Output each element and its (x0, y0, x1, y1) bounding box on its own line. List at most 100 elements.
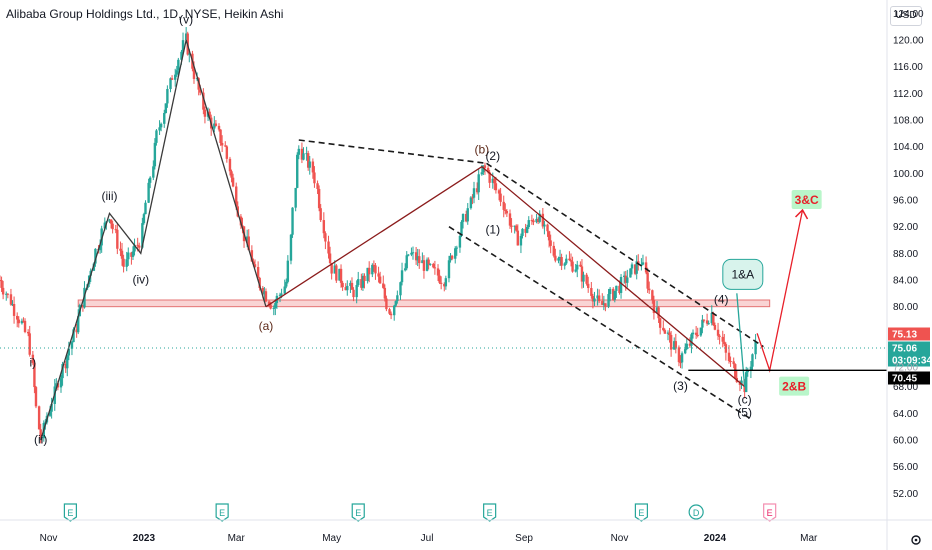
y-tick-label: 56.00 (893, 462, 918, 473)
candle-body (283, 286, 286, 294)
candle-body (202, 92, 205, 110)
candle-body (508, 213, 512, 226)
price-tag-bg (888, 327, 930, 341)
candle-body (505, 211, 509, 214)
candle-body (536, 218, 540, 222)
candle-body (469, 197, 473, 209)
candle-body (466, 208, 469, 222)
candle-body (702, 319, 706, 321)
price-tag: 75.06 (892, 344, 917, 355)
candle-body (28, 333, 31, 355)
callout-text: 1&A (731, 267, 754, 281)
candle-body (683, 349, 687, 354)
candle-body (34, 387, 38, 407)
red-projection (756, 209, 804, 373)
y-tick-label: 60.00 (893, 436, 918, 447)
candle-body (421, 260, 424, 264)
candle-body (120, 250, 124, 259)
y-tick-label: 112.00 (893, 89, 923, 100)
candle-body (296, 154, 299, 188)
candle-body (269, 304, 272, 309)
candle-body (658, 318, 662, 328)
candle-body (163, 112, 166, 124)
x-tick-label: Mar (228, 533, 246, 544)
price-tag: 70.45 (892, 374, 917, 385)
candle-body (585, 274, 588, 284)
x-tick-label: Nov (611, 533, 629, 544)
candle-body (228, 158, 232, 172)
candle-body (148, 177, 152, 183)
candle-body (690, 334, 693, 346)
y-tick-label: 104.00 (893, 142, 924, 153)
candle-body (75, 329, 78, 333)
candle-body (516, 230, 520, 246)
candle-body (619, 276, 623, 293)
candle-body (646, 272, 649, 289)
event-marker-label: E (487, 508, 493, 518)
candle-body (253, 264, 257, 268)
candle-body (130, 252, 133, 257)
candle-body (125, 259, 128, 267)
candle-body (580, 266, 584, 282)
candle-body (608, 288, 612, 295)
candle-body (20, 320, 24, 324)
target-label-3c: 3&C (795, 193, 819, 207)
candle-body (389, 313, 393, 316)
candle-body (668, 332, 671, 335)
candle-body (407, 254, 410, 256)
event-marker-label: E (219, 508, 225, 518)
candle-body (92, 263, 96, 271)
candle-body (521, 228, 524, 236)
candle-body (403, 268, 407, 271)
earnings-marker (763, 503, 777, 522)
candle-body (416, 256, 419, 261)
event-marker-label: E (355, 508, 361, 518)
candle-body (429, 263, 432, 265)
candle-body (230, 171, 233, 178)
candle-body (313, 172, 316, 184)
candle-body (6, 293, 10, 295)
x-tick-label: Nov (40, 533, 58, 544)
settings-gear-icon[interactable] (910, 534, 922, 546)
y-tick-label: 88.00 (893, 249, 918, 260)
candle-body (475, 188, 479, 193)
candle-body (16, 315, 19, 320)
candle-body (439, 282, 443, 284)
candle-body (615, 285, 618, 291)
candle-body (558, 257, 562, 259)
candle-body (294, 187, 297, 208)
candle-body (721, 336, 724, 342)
candle-body (543, 224, 546, 227)
candle-body (405, 255, 408, 269)
candle-body (385, 298, 388, 310)
wave-label: (v) (179, 12, 193, 26)
candle-body (350, 282, 354, 290)
candle-body (341, 282, 344, 288)
candle-body (464, 213, 468, 222)
currency-selector[interactable]: USD (890, 6, 922, 26)
candle-body (394, 301, 397, 306)
x-tick-label: Sep (515, 533, 533, 544)
candle-body (688, 343, 692, 346)
candle-body (374, 265, 377, 274)
candle-body (568, 258, 571, 261)
candle-body (360, 279, 363, 288)
candle-body (111, 223, 114, 230)
candle-body (557, 258, 560, 261)
candle-body (541, 213, 545, 227)
candle-body (488, 172, 491, 183)
candle-body (363, 275, 366, 282)
abc-line (265, 165, 746, 388)
candle-body (604, 303, 607, 307)
candle-body (141, 223, 144, 248)
candle-body (530, 220, 534, 222)
candle-body (316, 183, 319, 189)
candle-body (203, 109, 207, 117)
candle-body (371, 264, 374, 275)
candle-body (377, 273, 380, 277)
event-marker-label: D (693, 508, 700, 518)
candle-body (624, 275, 627, 283)
earnings-marker (483, 503, 497, 522)
candle-body (740, 380, 743, 385)
